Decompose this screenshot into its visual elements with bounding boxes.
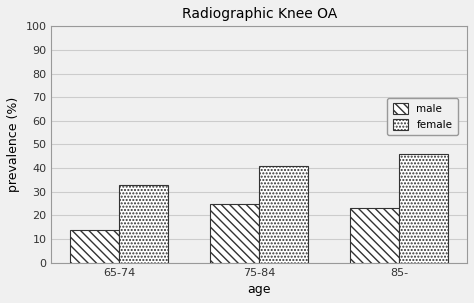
- Y-axis label: prevalence (%): prevalence (%): [7, 97, 20, 192]
- Title: Radiographic Knee OA: Radiographic Knee OA: [182, 7, 337, 21]
- Bar: [350, 208, 399, 263]
- Bar: [119, 185, 168, 263]
- Legend: male, female: male, female: [387, 98, 458, 135]
- X-axis label: age: age: [247, 283, 271, 296]
- Bar: [259, 166, 308, 263]
- Bar: [210, 204, 259, 263]
- Bar: [70, 230, 119, 263]
- Bar: [399, 154, 448, 263]
